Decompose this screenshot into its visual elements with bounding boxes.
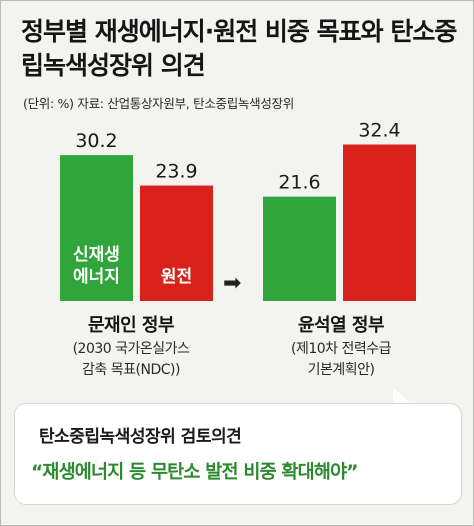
value-label-1-0: 21.6 bbox=[278, 172, 320, 194]
group-sub-moon-1: (2030 국가온실가스 bbox=[72, 341, 190, 357]
bar-nuclear-0 bbox=[140, 185, 213, 301]
callout-tail bbox=[393, 387, 411, 404]
bar-renewable-0 bbox=[60, 155, 133, 301]
group-label-yoon: 윤석열 정부 bbox=[297, 315, 385, 336]
group-sub-moon-2: 감축 목표(NDC)) bbox=[82, 362, 180, 378]
bar-renewable-1 bbox=[263, 196, 336, 301]
group-sub-yoon-1: (제10차 전력수급 bbox=[290, 341, 392, 357]
bar-label-renewable-1: 신재생 bbox=[73, 245, 120, 265]
chart-title: 정부별 재생에너지·원전 비중 목표와 탄소중립녹색성장위 의견 bbox=[21, 17, 457, 80]
right-arrow-icon: ➡ bbox=[223, 271, 242, 296]
chart-source: (단위: %) 자료: 산업통상자원부, 탄소중립녹색성장위 bbox=[23, 96, 294, 111]
group-sub-yoon-2: 기본계획안) bbox=[307, 362, 375, 378]
value-label-1-1: 32.4 bbox=[358, 120, 400, 142]
value-label-0-0: 30.2 bbox=[75, 130, 117, 152]
callout-quote: “재생에너지 등 무탄소 발전 비중 확대해야” bbox=[31, 462, 358, 483]
review-opinion-callout: 탄소중립녹색성장위 검토의견 “재생에너지 등 무탄소 발전 비중 확대해야” bbox=[14, 403, 462, 505]
bar-nuclear-1 bbox=[343, 144, 416, 301]
group-label-moon: 문재인 정부 bbox=[87, 315, 175, 336]
callout-heading: 탄소중립녹색성장위 검토의견 bbox=[39, 427, 242, 447]
value-label-0-1: 23.9 bbox=[155, 161, 197, 183]
bar-label-renewable-2: 에너지 bbox=[73, 267, 120, 287]
bar-label-nuclear: 원전 bbox=[161, 267, 192, 287]
